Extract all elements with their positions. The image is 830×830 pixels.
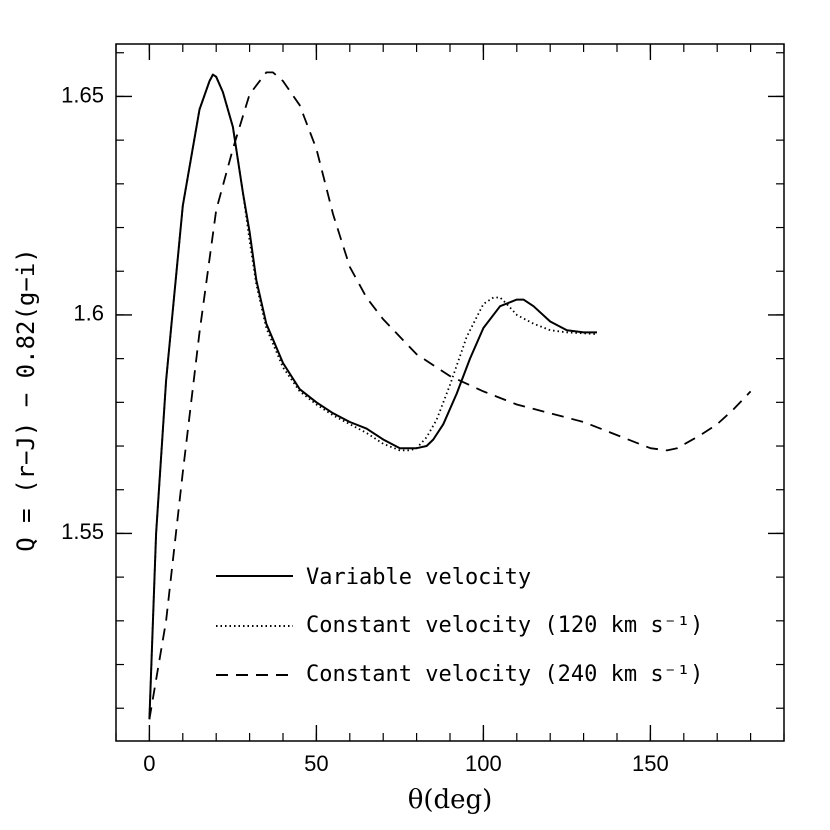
y-axis-title: Q = (r−J) − 0.82(g−i) bbox=[12, 248, 40, 551]
y-tick-label: 1.6 bbox=[73, 301, 104, 326]
series-variable-velocity bbox=[148, 73, 597, 720]
x-tick-label: 100 bbox=[465, 751, 502, 776]
legend-label-constant-120: Constant velocity (120 km s⁻¹) bbox=[306, 613, 703, 638]
legend-label-constant-240: Constant velocity (240 km s⁻¹) bbox=[306, 662, 703, 687]
x-tick-labels: 0 50 100 150 bbox=[143, 751, 668, 776]
legend: Variable velocity Constant velocity (120… bbox=[216, 565, 703, 687]
legend-label-variable: Variable velocity bbox=[306, 565, 531, 590]
x-tick-label: 0 bbox=[143, 751, 155, 776]
y-tick-label: 1.65 bbox=[61, 82, 104, 107]
series-constant-240 bbox=[148, 71, 752, 720]
y-tick-labels: 1.55 1.6 1.65 bbox=[61, 82, 104, 544]
x-axis-title: θ(deg) bbox=[408, 785, 493, 815]
series-lines bbox=[148, 71, 752, 720]
x-tick-label: 150 bbox=[632, 751, 669, 776]
major-ticks bbox=[116, 44, 784, 741]
y-tick-label: 1.55 bbox=[61, 519, 104, 544]
x-tick-label: 50 bbox=[304, 751, 328, 776]
